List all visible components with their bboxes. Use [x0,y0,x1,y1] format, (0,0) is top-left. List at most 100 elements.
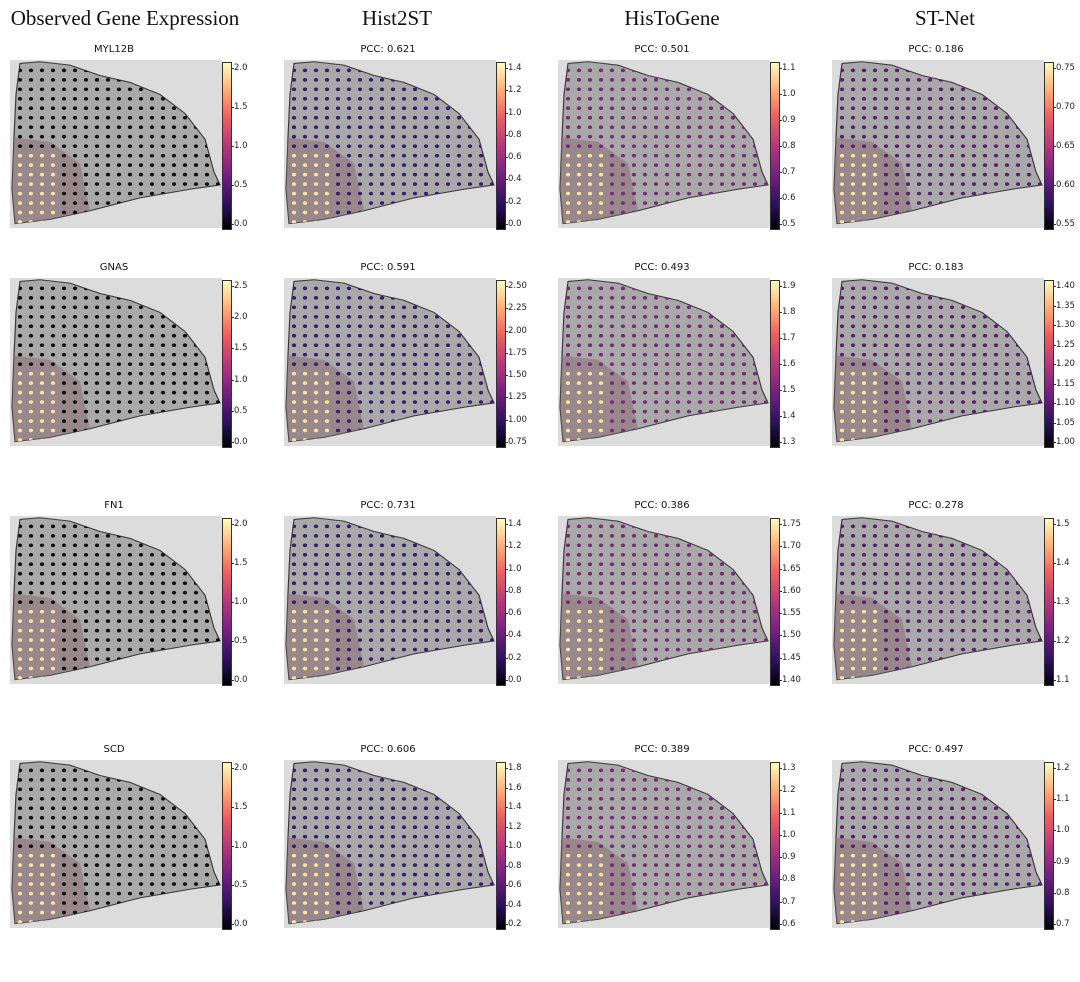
expression-spot [347,610,351,614]
expression-spot [150,562,154,566]
expression-spot [895,543,899,547]
expression-spot [369,806,373,810]
expression-spot [358,863,362,867]
expression-spot [128,562,132,566]
expression-spot [172,391,176,395]
expression-spot [731,873,735,877]
expression-spot [40,911,44,915]
expression-spot [18,882,22,886]
expression-spot [336,135,340,139]
expression-spot [972,182,976,186]
expression-spot [917,116,921,120]
expression-spot [413,135,417,139]
expression-spot [961,106,965,110]
expression-spot [325,863,329,867]
expression-spot [139,581,143,585]
expression-spot [336,648,340,652]
expression-spot [610,667,614,671]
expression-spot [698,816,702,820]
expression-spot [895,125,899,129]
expression-spot [621,182,625,186]
expression-spot [577,410,581,414]
expression-spot [676,863,680,867]
expression-spot [205,391,209,395]
expression-spot [851,657,855,661]
expression-spot [358,553,362,557]
expression-spot [895,324,899,328]
colorbar-tick-label: 0.65 [1056,141,1075,151]
expression-spot [577,797,581,801]
expression-spot [347,97,351,101]
expression-spot [698,381,702,385]
expression-spot [347,769,351,773]
expression-spot [194,629,198,633]
expression-spot [632,797,636,801]
expression-spot [18,125,22,129]
expression-spot [62,882,66,886]
expression-spot [29,173,33,177]
expression-spot [577,553,581,557]
expression-spot [292,78,296,82]
expression-spot [917,391,921,395]
expression-spot [150,410,154,414]
expression-spot [972,315,976,319]
expression-spot [994,173,998,177]
expression-spot [676,787,680,791]
expression-spot [303,787,307,791]
expression-spot [676,391,680,395]
expression-spot [62,787,66,791]
expression-spot [62,638,66,642]
expression-spot [292,97,296,101]
expression-spot [840,144,844,148]
expression-spot [194,182,198,186]
expression-spot [643,372,647,376]
expression-spot [117,144,121,148]
expression-spot [906,296,910,300]
expression-spot [731,863,735,867]
expression-spot [687,106,691,110]
expression-spot [928,315,932,319]
expression-spot [402,343,406,347]
expression-spot [29,892,33,896]
expression-spot [391,892,395,896]
expression-spot [62,892,66,896]
expression-spot [128,581,132,585]
expression-spot [183,400,187,404]
expression-spot [172,125,176,129]
expression-spot [479,173,483,177]
expression-spot [73,125,77,129]
expression-spot [983,362,987,366]
expression-spot [95,825,99,829]
expression-spot [884,648,888,652]
expression-spot [380,882,384,886]
expression-spot [862,211,866,215]
expression-spot [687,410,691,414]
expression-spot [314,553,318,557]
expression-spot [632,324,636,328]
expression-spot [840,419,844,423]
expression-spot [753,381,757,385]
expression-spot [51,553,55,557]
expression-spot [709,610,713,614]
expression-spot [128,854,132,858]
expression-spot [29,854,33,858]
expression-spot [939,135,943,139]
expression-spot [51,305,55,309]
expression-spot [851,116,855,120]
expression-spot [698,182,702,186]
expression-spot [632,629,636,633]
expression-spot [457,154,461,158]
expression-spot [292,610,296,614]
expression-spot [292,648,296,652]
expression-spot [687,543,691,547]
expression-spot [391,192,395,196]
expression-spot [40,154,44,158]
expression-spot [840,211,844,215]
expression-spot [18,629,22,633]
expression-spot [303,182,307,186]
expression-spot [610,144,614,148]
expression-spot [84,835,88,839]
expression-spot [1016,362,1020,366]
expression-spot [566,173,570,177]
